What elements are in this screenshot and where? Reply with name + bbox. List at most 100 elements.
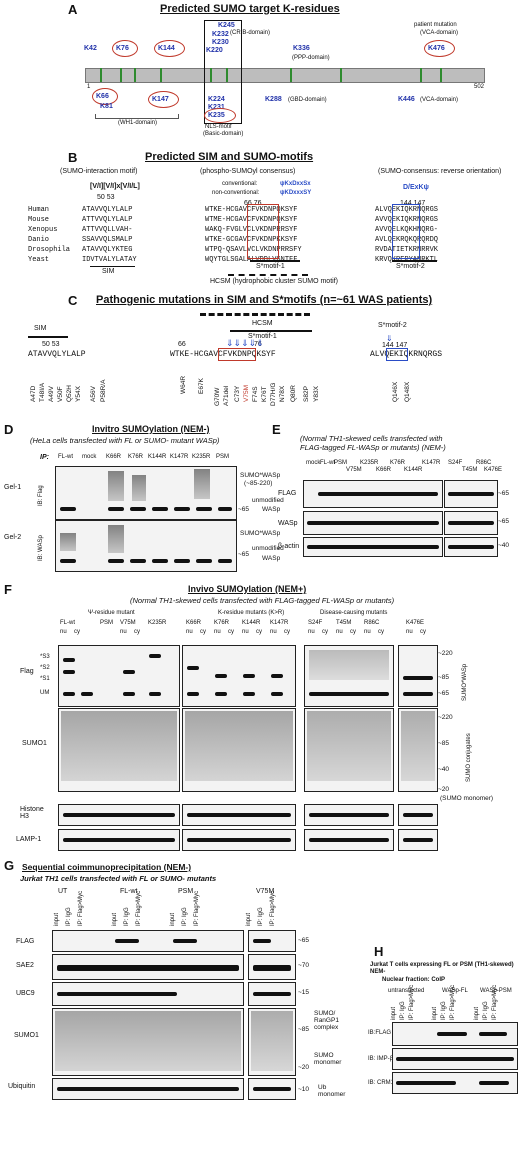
mw-marker: ~220: [438, 714, 453, 721]
residue-label: K220: [206, 47, 223, 54]
sim-label: SIM: [102, 268, 115, 275]
blot-flag: [398, 645, 438, 707]
ib-label: IB: Flag: [38, 485, 44, 506]
panel-b-label: B: [68, 150, 78, 165]
mutation-label: K76T: [261, 386, 268, 402]
column-header: (SUMO-interaction motif): [60, 168, 138, 175]
blot-ubiquitin: [52, 1078, 244, 1100]
conventional-label: conventional:: [222, 181, 258, 187]
mutation-label: A56V: [90, 386, 97, 402]
circled-residue: [148, 91, 179, 108]
nls-box: [204, 20, 242, 124]
lane-label: FL-wt: [320, 460, 335, 466]
reverse-motif: D/ExKψ: [403, 184, 429, 191]
lane-label: V75M: [120, 620, 136, 626]
circled-residue: [112, 40, 138, 57]
row-label: Flag: [20, 668, 34, 675]
blot-histone: [398, 804, 438, 826]
group-label: K-residue mutants (K>R): [218, 610, 285, 616]
mw-marker: ~85: [438, 674, 450, 681]
row-label: β-actin: [278, 543, 300, 550]
sequence-row: ATTVVQLYLALP: [82, 216, 133, 224]
panel-h-label: H: [374, 944, 384, 959]
fraction-label: cy: [284, 629, 290, 635]
panel-e-label: E: [272, 422, 281, 437]
lane-label: IP: Flag>Myc: [492, 984, 498, 1020]
mutation-label: Q52H: [66, 385, 73, 402]
wasp-label: WASp: [262, 506, 281, 513]
nonconventional-motif: ψKDxxxSY: [280, 190, 312, 196]
lane-label: input: [391, 1006, 397, 1020]
residue-tick: [120, 68, 122, 82]
domain-label: (PPP-domain): [292, 55, 330, 61]
domain-label: (GBD-domain): [288, 97, 327, 103]
blot-sumo1: [58, 708, 180, 792]
panel-d-label: D: [4, 422, 14, 437]
lane-label: IP: IgG: [66, 907, 72, 926]
mw-marker: ~85: [298, 1026, 310, 1033]
group-label: V75M: [256, 888, 275, 895]
blot-sumo1: [182, 708, 296, 792]
smotif2-label: S*motif-2: [396, 263, 425, 270]
lane-label: IP: IgG: [182, 907, 188, 926]
blot-gel2: [55, 520, 237, 572]
residue-label: K230: [212, 39, 229, 46]
smotif1-underline: [250, 260, 300, 262]
range-label: (~85-220): [244, 480, 273, 487]
panel-b-title: Predicted SIM and SUMO-motifs: [145, 151, 314, 163]
blot-histone: [58, 804, 180, 826]
panel-h-title: Jurkat T cells expressing FL or PSM (TH1…: [370, 962, 514, 975]
smotif2-sequence: ALVQEKIQKRNQRGS: [370, 350, 443, 359]
column-header: (phospho-SUMOyl consensus): [200, 168, 296, 175]
column-header: (SUMO-consensus: reverse orientation): [378, 168, 502, 175]
fraction-label: cy: [74, 629, 80, 635]
smotif2-underline: [392, 260, 437, 262]
row-label: IB: IMP-β1: [368, 1056, 397, 1062]
mutation-label: G70W: [214, 387, 221, 406]
panel-f-label: F: [4, 582, 12, 597]
reverse-motif-box: [386, 348, 408, 361]
residue-tick: [210, 68, 212, 82]
lane-label: T45M: [462, 467, 478, 473]
panel-e-subtitle: (Normal TH1-skewed cells transfected wit…: [300, 434, 443, 443]
lane-label: input: [170, 912, 176, 926]
lane-labels: input IP: IgG IP: Flag>Myc input IP: IgG…: [391, 985, 516, 1020]
lane-label: IP: IgG: [483, 1001, 489, 1020]
fraction-label: nu: [242, 629, 249, 635]
residue-numbers: 144 147: [400, 200, 426, 207]
species-name: Drosophila: [28, 246, 71, 254]
lane-label: K147R: [170, 454, 189, 460]
mutation-label: F74S: [252, 386, 259, 402]
group-label: UT: [58, 888, 68, 895]
end-residue: 502: [474, 84, 485, 90]
wasp-label: WASp: [262, 555, 281, 562]
blot-flag: [52, 930, 244, 952]
group-label: untransfected: [388, 988, 425, 994]
mw-marker: ~85: [438, 740, 450, 747]
residue-numbers: 144 147: [382, 342, 408, 349]
mw-marker: ~65: [438, 690, 450, 697]
residue-numbers: 50 53: [42, 341, 60, 348]
residue-tick: [160, 68, 162, 82]
species-name: Yeast: [28, 256, 50, 264]
blot-flag: [58, 645, 180, 707]
panel-d-subtitle: (HeLa cells transfected with FL or SUMO-…: [30, 436, 220, 445]
panel-c-title: Pathogenic mutations in SIM and S*motifs…: [96, 294, 432, 306]
mw-marker: ~20: [438, 786, 450, 793]
panel-a-title: Predicted SUMO target K-residues: [160, 3, 340, 15]
panel-g-label: G: [4, 858, 15, 873]
fraction-label: cy: [420, 629, 426, 635]
domain-label: (WH1-domain): [118, 120, 158, 126]
protein-domain-map: K42 K76 K144 K245 K232 K230 K220 K336 K4…: [0, 0, 520, 140]
sequence-row: AVVQELKQKHNQRG-: [375, 226, 439, 234]
mutation-label: V75M: [243, 385, 250, 402]
mw-marker: ~65: [298, 937, 310, 944]
lane-labels: mock FL-wt PSM V75M K235R K66R K76R K144…: [306, 456, 502, 476]
lane-label: PSM: [216, 454, 230, 460]
residue-label: K245: [218, 22, 235, 29]
ub-monomer-label: Ub monomer: [318, 1084, 346, 1098]
mutation-label: V50F: [57, 386, 64, 402]
reverse-motif-box: [392, 204, 420, 259]
lane-label: K147R: [422, 460, 441, 466]
panel-a-label: A: [68, 2, 78, 17]
